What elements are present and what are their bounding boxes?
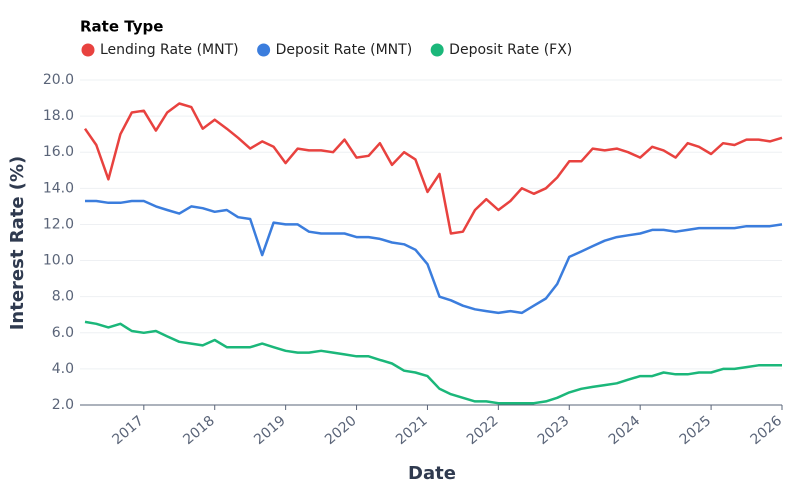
x-axis-title: Date [408, 463, 456, 484]
legend-marker [81, 43, 95, 57]
x-tick-label: 2020 [322, 413, 360, 448]
y-tick-label: 18.0 [43, 108, 74, 124]
y-tick-label: 10.0 [43, 253, 74, 269]
x-tick-label: 2023 [535, 413, 573, 448]
x-tick-label: 2025 [677, 413, 715, 448]
x-tick-label: 2026 [748, 413, 786, 448]
legend-title: Rate Type [80, 18, 163, 36]
y-axis-title: Interest Rate (%) [7, 156, 28, 331]
x-tick-label: 2022 [464, 413, 502, 448]
y-tick-label: 8.0 [52, 289, 74, 305]
x-tick-label: 2019 [251, 413, 289, 448]
legend-text: Deposit Rate (MNT) [276, 42, 413, 58]
x-tick-label: 2021 [393, 413, 431, 448]
data-line [85, 199, 783, 315]
y-tick-label: 6.0 [52, 325, 74, 341]
y-tick-label: 16.0 [43, 144, 74, 160]
data-line [84, 320, 782, 405]
x-tick-label: 2018 [180, 413, 218, 448]
y-tick-label: 12.0 [43, 216, 74, 232]
x-tick-label: 2017 [109, 413, 147, 448]
y-tick-label: 20.0 [43, 72, 74, 88]
legend-text: Deposit Rate (FX) [449, 42, 572, 58]
y-tick-label: 4.0 [52, 361, 74, 377]
x-tick-label: 2024 [606, 413, 644, 448]
y-tick-label: 14.0 [43, 180, 74, 196]
data-line [83, 102, 783, 235]
legend-marker [430, 43, 444, 57]
legend-marker [257, 43, 271, 57]
y-tick-label: 2.0 [52, 397, 74, 413]
legend-text: Lending Rate (MNT) [100, 42, 239, 58]
